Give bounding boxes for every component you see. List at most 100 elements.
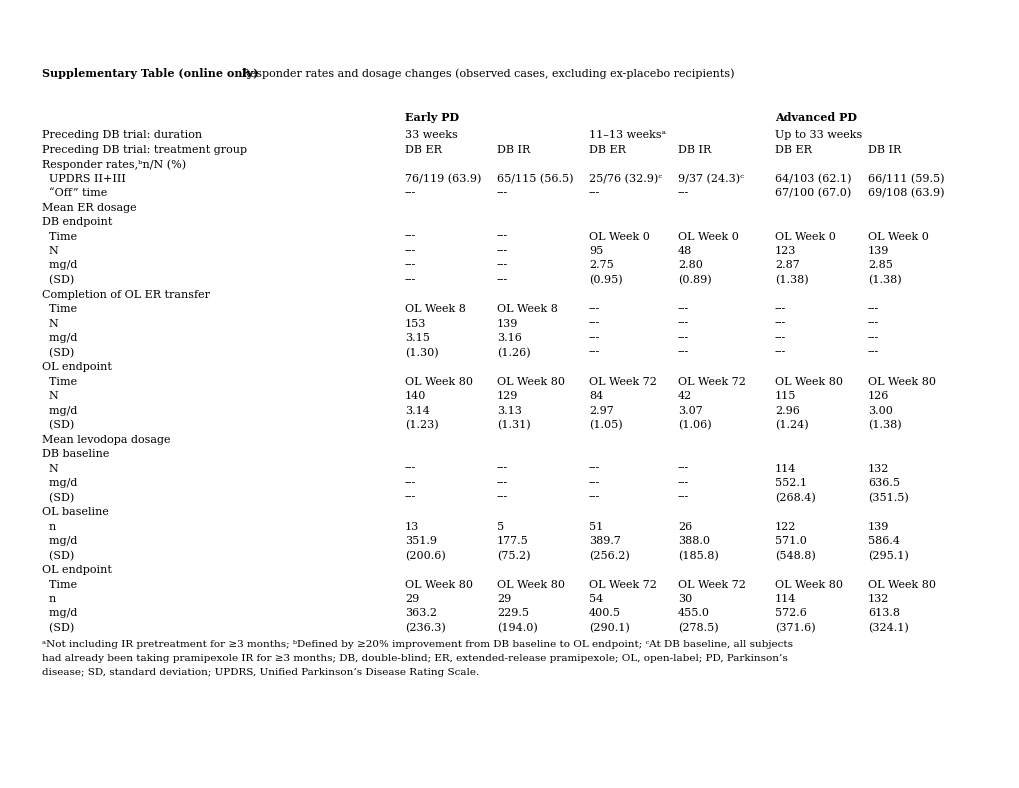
Text: (200.6): (200.6): [405, 551, 445, 561]
Text: 51: 51: [588, 522, 602, 531]
Text: ---: ---: [678, 463, 689, 474]
Text: 388.0: 388.0: [678, 536, 709, 546]
Text: 571.0: 571.0: [774, 536, 806, 546]
Text: ---: ---: [867, 318, 878, 329]
Text: N: N: [42, 463, 59, 474]
Text: OL Week 72: OL Week 72: [678, 579, 745, 589]
Text: Mean ER dosage: Mean ER dosage: [42, 203, 137, 213]
Text: ---: ---: [867, 348, 878, 358]
Text: (SD): (SD): [42, 348, 74, 358]
Text: ---: ---: [678, 478, 689, 488]
Text: 114: 114: [774, 463, 796, 474]
Text: (SD): (SD): [42, 551, 74, 561]
Text: 64/103 (62.1): 64/103 (62.1): [774, 173, 851, 184]
Text: Time: Time: [42, 579, 77, 589]
Text: (371.6): (371.6): [774, 623, 815, 634]
Text: ---: ---: [678, 333, 689, 343]
Text: 11–13 weeksᵃ: 11–13 weeksᵃ: [588, 130, 665, 140]
Text: 9/37 (24.3)ᶜ: 9/37 (24.3)ᶜ: [678, 173, 743, 184]
Text: (295.1): (295.1): [867, 551, 908, 561]
Text: (236.3): (236.3): [405, 623, 445, 634]
Text: 13: 13: [405, 522, 419, 531]
Text: mg/d: mg/d: [42, 333, 77, 343]
Text: Preceding DB trial: treatment group: Preceding DB trial: treatment group: [42, 144, 247, 154]
Text: (0.95): (0.95): [588, 275, 622, 285]
Text: ---: ---: [588, 478, 599, 488]
Text: ---: ---: [678, 304, 689, 314]
Text: 132: 132: [867, 594, 889, 604]
Text: OL Week 72: OL Week 72: [588, 377, 656, 386]
Text: OL Week 80: OL Week 80: [774, 579, 842, 589]
Text: (185.8): (185.8): [678, 551, 718, 561]
Text: n: n: [42, 522, 56, 531]
Text: ᵃNot including IR pretreatment for ≥3 months; ᵇDefined by ≥20% improvement from : ᵃNot including IR pretreatment for ≥3 mo…: [42, 640, 792, 649]
Text: ---: ---: [774, 333, 786, 343]
Text: ---: ---: [588, 492, 599, 503]
Text: (1.31): (1.31): [496, 420, 530, 430]
Text: 95: 95: [588, 246, 602, 256]
Text: 5: 5: [496, 522, 503, 531]
Text: ---: ---: [405, 463, 416, 474]
Text: (290.1): (290.1): [588, 623, 629, 634]
Text: 552.1: 552.1: [774, 478, 806, 488]
Text: DB baseline: DB baseline: [42, 449, 109, 459]
Text: OL Week 80: OL Week 80: [774, 377, 842, 386]
Text: 2.80: 2.80: [678, 261, 702, 270]
Text: ---: ---: [496, 492, 507, 503]
Text: 69/108 (63.9): 69/108 (63.9): [867, 188, 944, 199]
Text: ---: ---: [496, 478, 507, 488]
Text: Responder rates,ᵇn/N (%): Responder rates,ᵇn/N (%): [42, 159, 185, 169]
Text: ---: ---: [588, 463, 599, 474]
Text: 65/115 (56.5): 65/115 (56.5): [496, 173, 573, 184]
Text: (1.05): (1.05): [588, 420, 622, 430]
Text: OL endpoint: OL endpoint: [42, 362, 112, 372]
Text: OL Week 80: OL Week 80: [867, 579, 935, 589]
Text: ---: ---: [678, 492, 689, 503]
Text: ---: ---: [405, 261, 416, 270]
Text: OL Week 80: OL Week 80: [405, 579, 473, 589]
Text: (75.2): (75.2): [496, 551, 530, 561]
Text: OL Week 72: OL Week 72: [678, 377, 745, 386]
Text: 139: 139: [867, 522, 889, 531]
Text: (0.89): (0.89): [678, 275, 711, 285]
Text: 123: 123: [774, 246, 796, 256]
Text: (SD): (SD): [42, 420, 74, 430]
Text: DB IR: DB IR: [678, 144, 710, 154]
Text: 140: 140: [405, 391, 426, 401]
Text: 139: 139: [496, 318, 518, 329]
Text: Responder rates and dosage changes (observed cases, excluding ex-placebo recipie: Responder rates and dosage changes (obse…: [237, 68, 734, 79]
Text: OL Week 8: OL Week 8: [405, 304, 466, 314]
Text: 455.0: 455.0: [678, 608, 709, 619]
Text: Preceding DB trial: duration: Preceding DB trial: duration: [42, 130, 202, 140]
Text: N: N: [42, 391, 59, 401]
Text: DB ER: DB ER: [774, 144, 811, 154]
Text: (SD): (SD): [42, 275, 74, 285]
Text: ---: ---: [405, 246, 416, 256]
Text: 33 weeks: 33 weeks: [405, 130, 458, 140]
Text: 114: 114: [774, 594, 796, 604]
Text: (1.30): (1.30): [405, 348, 438, 358]
Text: Time: Time: [42, 232, 77, 241]
Text: 389.7: 389.7: [588, 536, 621, 546]
Text: ---: ---: [588, 188, 599, 198]
Text: 25/76 (32.9)ᶜ: 25/76 (32.9)ᶜ: [588, 173, 661, 184]
Text: 132: 132: [867, 463, 889, 474]
Text: OL Week 80: OL Week 80: [496, 377, 565, 386]
Text: ---: ---: [496, 261, 507, 270]
Text: OL Week 80: OL Week 80: [867, 377, 935, 386]
Text: (351.5): (351.5): [867, 492, 908, 503]
Text: 2.97: 2.97: [588, 406, 613, 415]
Text: 229.5: 229.5: [496, 608, 529, 619]
Text: Early PD: Early PD: [405, 112, 459, 123]
Text: (1.06): (1.06): [678, 420, 711, 430]
Text: 3.00: 3.00: [867, 406, 892, 415]
Text: 126: 126: [867, 391, 889, 401]
Text: 2.85: 2.85: [867, 261, 892, 270]
Text: mg/d: mg/d: [42, 608, 77, 619]
Text: DB ER: DB ER: [588, 144, 626, 154]
Text: (548.8): (548.8): [774, 551, 815, 561]
Text: DB ER: DB ER: [405, 144, 441, 154]
Text: ---: ---: [867, 304, 878, 314]
Text: ---: ---: [678, 318, 689, 329]
Text: 115: 115: [774, 391, 796, 401]
